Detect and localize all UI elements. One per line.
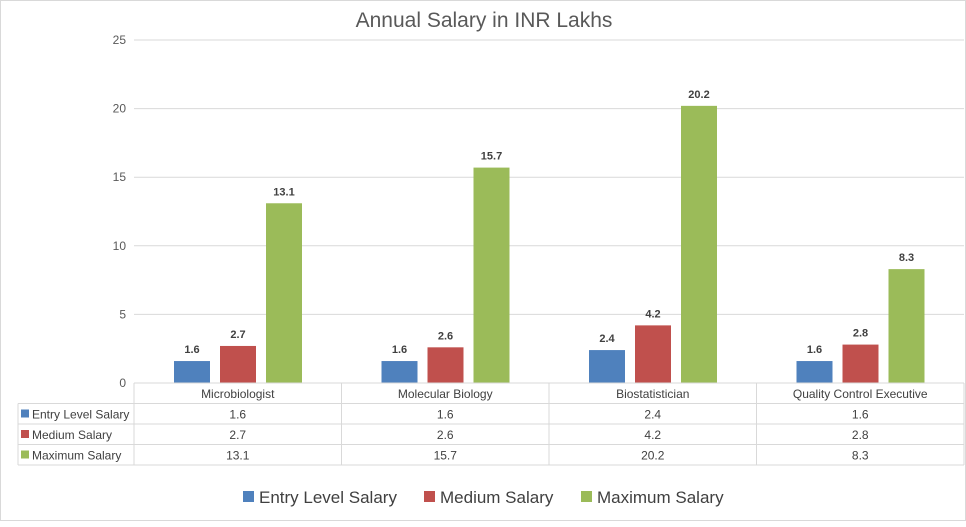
legend-label: Entry Level Salary (259, 488, 397, 507)
bar (635, 325, 671, 383)
table-legend-key (21, 450, 29, 459)
table-cell: 1.6 (852, 408, 869, 422)
bar (427, 347, 464, 383)
y-tick-label: 5 (119, 307, 126, 321)
table-cell: 1.6 (229, 408, 246, 422)
table-cell: 15.7 (434, 449, 458, 463)
table-cell: 1.6 (437, 408, 454, 422)
legend-label: Medium Salary (440, 488, 554, 507)
bar (381, 361, 418, 383)
table-cell: 2.4 (644, 408, 661, 422)
category-label: Molecular Biology (398, 387, 493, 401)
y-tick-label: 25 (113, 33, 127, 47)
bar (796, 361, 833, 383)
category-label: Quality Control Executive (793, 387, 928, 401)
bar (473, 167, 510, 383)
table-legend-key (21, 430, 29, 438)
y-tick-label: 15 (113, 170, 127, 184)
bar (589, 350, 625, 383)
bar (888, 269, 925, 383)
data-label: 1.6 (392, 344, 407, 356)
data-label: 4.2 (645, 308, 660, 320)
bar (842, 344, 879, 383)
legend-key (424, 491, 435, 502)
chart-title: Annual Salary in INR Lakhs (356, 9, 613, 32)
data-label: 2.4 (599, 333, 615, 345)
table-cell: 4.2 (644, 428, 661, 442)
data-label: 13.1 (273, 186, 294, 198)
data-label: 2.6 (438, 330, 453, 342)
category-label: Biostatistician (616, 387, 689, 401)
data-label: 20.2 (688, 89, 709, 101)
y-tick-label: 10 (113, 239, 127, 253)
legend-key (243, 491, 254, 502)
category-label: Microbiologist (201, 387, 275, 401)
table-series-label: Maximum Salary (32, 449, 121, 463)
bar (681, 105, 717, 383)
data-label: 1.6 (184, 344, 199, 356)
table-cell: 13.1 (226, 449, 250, 463)
y-tick-label: 0 (119, 376, 126, 390)
table-series-label: Entry Level Salary (32, 408, 129, 422)
data-label: 15.7 (481, 151, 502, 163)
legend-label: Maximum Salary (597, 488, 724, 507)
data-label: 2.7 (230, 329, 245, 341)
table-cell: 2.7 (229, 428, 246, 442)
table-cell: 20.2 (641, 449, 665, 463)
bar (174, 361, 210, 383)
bar (220, 345, 256, 383)
data-label: 1.6 (807, 344, 822, 356)
bar (266, 203, 302, 383)
y-tick-label: 20 (113, 102, 127, 116)
table-series-label: Medium Salary (32, 428, 112, 442)
table-cell: 2.6 (437, 428, 454, 442)
legend-key (581, 491, 592, 502)
table-cell: 2.8 (852, 428, 869, 442)
table-cell: 8.3 (852, 449, 869, 463)
table-legend-key (21, 409, 29, 418)
data-label: 2.8 (853, 328, 868, 340)
data-label: 8.3 (899, 252, 914, 264)
